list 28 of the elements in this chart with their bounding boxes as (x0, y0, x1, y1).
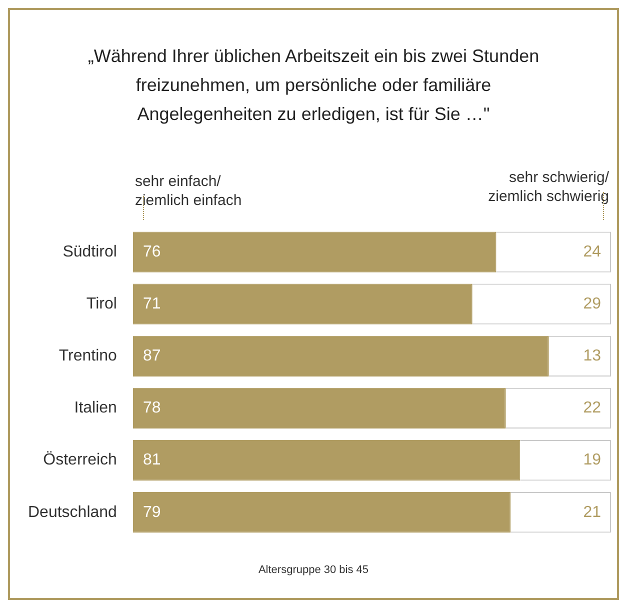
data-label: 24 (583, 243, 602, 260)
data-label: 81 (142, 452, 161, 469)
data-label: 71 (142, 296, 161, 313)
bar (132, 336, 549, 376)
y-tick-label: Österreich (43, 450, 117, 469)
data-label: 13 (583, 348, 602, 365)
series-label: sehr einfach/ ziemlich einfach (134, 173, 242, 209)
data-label: 76 (142, 243, 161, 260)
y-tick-label: Tirol (86, 296, 117, 313)
y-tick-label: Trentino (58, 348, 118, 365)
data-label: 19 (583, 452, 602, 469)
y-tick-label: Deutschland (28, 504, 117, 521)
data-label: 21 (583, 504, 602, 521)
data-label: 29 (583, 296, 602, 313)
bar (132, 440, 520, 481)
y-tick-label: Italien (74, 400, 117, 417)
chart-title: „Während Ihrer üblichen Arbeitszeit ein bis zwei Stunden freizunehmen, um persönliche oder familiäre Angelegenheiten zu erledigen, ist für Sie …" (86, 45, 540, 126)
data-label: 22 (583, 400, 602, 417)
data-label: 78 (142, 400, 161, 417)
bar (132, 388, 506, 429)
data-label: 87 (142, 348, 161, 365)
y-tick-label: Südtirol (62, 243, 117, 260)
bar (132, 232, 496, 272)
bar (132, 492, 511, 533)
series-label: sehr schwierig/ ziemlich schwierig (488, 169, 610, 205)
data-label: 79 (142, 504, 161, 521)
bar (132, 284, 472, 324)
text: Altersgruppe 30 bis 45 (257, 564, 370, 576)
